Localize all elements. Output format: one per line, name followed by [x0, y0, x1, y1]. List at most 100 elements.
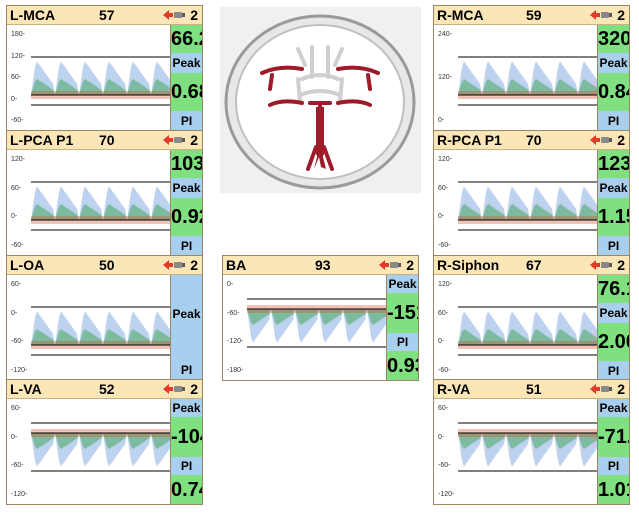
peak-label: Peak: [171, 53, 202, 74]
pi-value: 1.15: [598, 198, 629, 237]
measurement-sidebar: Peak-71.7PI1.01: [597, 399, 629, 504]
panel-l-pca-p1: L-PCA P1 70 2 120- 60- 0- -60- 103Peak0.92P…: [6, 130, 203, 256]
spectral-envelope: [31, 186, 172, 220]
pi-value: 0.84: [598, 73, 629, 112]
gain-value: 2: [190, 132, 198, 148]
peak-area: [171, 275, 202, 303]
spectral-envelope: [31, 433, 172, 467]
panel-r-va: R-VA 51 2 60- 0- -60- -120- Peak-71.7PI1.01: [433, 379, 630, 505]
doppler-spectrum: 0- -60- -120- -180-: [223, 275, 388, 380]
doppler-spectrum: 60- 0- -60- -120-: [434, 399, 599, 504]
panel-ba: BA 93 2 0- -60- -120- -180- Peak-151PI0.93: [222, 255, 419, 381]
spectral-envelope: [31, 61, 172, 95]
pi-value: 0.74: [171, 475, 202, 504]
peak-label: Peak: [598, 399, 629, 418]
spectral-envelope: [247, 309, 388, 343]
gain-value: 2: [190, 257, 198, 273]
spectral-core: [458, 204, 599, 220]
vessel-name: L-VA: [10, 381, 42, 397]
scale-tick: 0-: [438, 213, 445, 221]
doppler-spectrum: 60- 0- -60- -120-: [7, 275, 172, 380]
gain-value: 2: [617, 381, 625, 397]
probe-icon[interactable]: [162, 9, 186, 21]
scale-tick: -60-: [11, 462, 24, 470]
scale-ticks: 120- 60- 0- -60-: [7, 150, 31, 255]
peak-value: 103: [171, 150, 202, 179]
doppler-spectrum: 120- 60- 0- -60-: [434, 275, 599, 380]
depth-value: 93: [315, 257, 331, 273]
measurement-sidebar: Peak-151PI0.93: [386, 275, 418, 380]
peak-value: 76.1: [598, 275, 629, 304]
scale-tick: 60-: [11, 74, 22, 81]
scale-tick: 120-: [438, 74, 453, 81]
depth-value: 51: [526, 381, 542, 397]
gain-value: 2: [617, 257, 625, 273]
depth-value: 70: [526, 132, 542, 148]
scale-tick: 60-: [11, 184, 22, 192]
depth-value: 59: [526, 7, 542, 23]
pi-label: PI: [598, 111, 629, 130]
spectral-envelope: [458, 433, 599, 467]
spectrum-svg: [458, 181, 599, 231]
scale-tick: 60-: [11, 281, 22, 288]
scale-tick: -120-: [227, 338, 244, 346]
scale-tick: -60-: [227, 309, 240, 317]
vessel-name: BA: [226, 257, 247, 273]
spectral-core: [31, 329, 172, 345]
probe-icon[interactable]: [162, 383, 186, 395]
peak-label: Peak: [171, 178, 202, 199]
measurement-sidebar: Peak-104PI0.74: [170, 399, 202, 504]
scale-tick: -120-: [11, 367, 28, 374]
peak-value: 123: [598, 150, 629, 179]
peak-label: Peak: [387, 275, 418, 294]
scale-tick: 0-: [11, 433, 18, 441]
scale-ticks: 120- 60- 0- -60-: [434, 150, 458, 255]
depth-value: 57: [99, 7, 115, 23]
spectrum-svg: [31, 56, 172, 106]
peak-label: Peak: [171, 399, 202, 418]
spectrum-svg: [247, 298, 388, 348]
pi-value: 1.01: [598, 475, 629, 504]
panel-header: L-VA 52 2: [7, 380, 202, 399]
panel-l-va: L-VA 52 2 60- 0- -60- -120- Peak-104PI0.74: [6, 379, 203, 505]
probe-icon[interactable]: [589, 9, 613, 21]
probe-icon[interactable]: [589, 383, 613, 395]
spectrum-svg: [458, 422, 599, 472]
panel-header: L-OA 50 2: [7, 256, 202, 275]
scale-tick: 120-: [438, 281, 453, 288]
measurement-sidebar: 66.2Peak0.68PI: [170, 25, 202, 130]
gain-value: 2: [617, 132, 625, 148]
scale-tick: 0-: [11, 95, 18, 103]
scale-tick: 120-: [11, 52, 26, 60]
scale-tick: 120-: [11, 156, 26, 163]
spectrum-svg: [458, 56, 599, 106]
scale-tick: 0-: [438, 338, 445, 346]
probe-icon[interactable]: [589, 259, 613, 271]
spectral-core: [458, 329, 599, 345]
doppler-spectrum: 120- 60- 0- -60-: [7, 150, 172, 255]
scale-tick: 60-: [438, 405, 449, 412]
gain-value: 2: [190, 381, 198, 397]
pi-value: 2.00: [598, 323, 629, 362]
probe-icon[interactable]: [162, 134, 186, 146]
probe-icon[interactable]: [378, 259, 402, 271]
scale-tick: 180-: [11, 31, 26, 38]
pi-value: 0.93: [387, 351, 418, 380]
measurement-sidebar: Peak PI: [170, 275, 202, 380]
scale-tick: -60-: [11, 117, 24, 124]
circle-of-willis-diagram: [220, 7, 421, 193]
peak-label: Peak: [598, 303, 629, 324]
scale-tick: 240-: [438, 31, 453, 38]
probe-icon[interactable]: [162, 259, 186, 271]
vessel-name: R-Siphon: [437, 257, 500, 273]
scale-ticks: 0- -60- -120- -180-: [223, 275, 247, 380]
peak-value: 320: [598, 25, 629, 54]
scale-tick: -60-: [11, 242, 24, 249]
doppler-spectrum: 180- 120- 60- 0- -60-: [7, 25, 172, 130]
probe-icon[interactable]: [589, 134, 613, 146]
spectral-envelope: [458, 186, 599, 220]
pi-value: 0.92: [171, 198, 202, 237]
